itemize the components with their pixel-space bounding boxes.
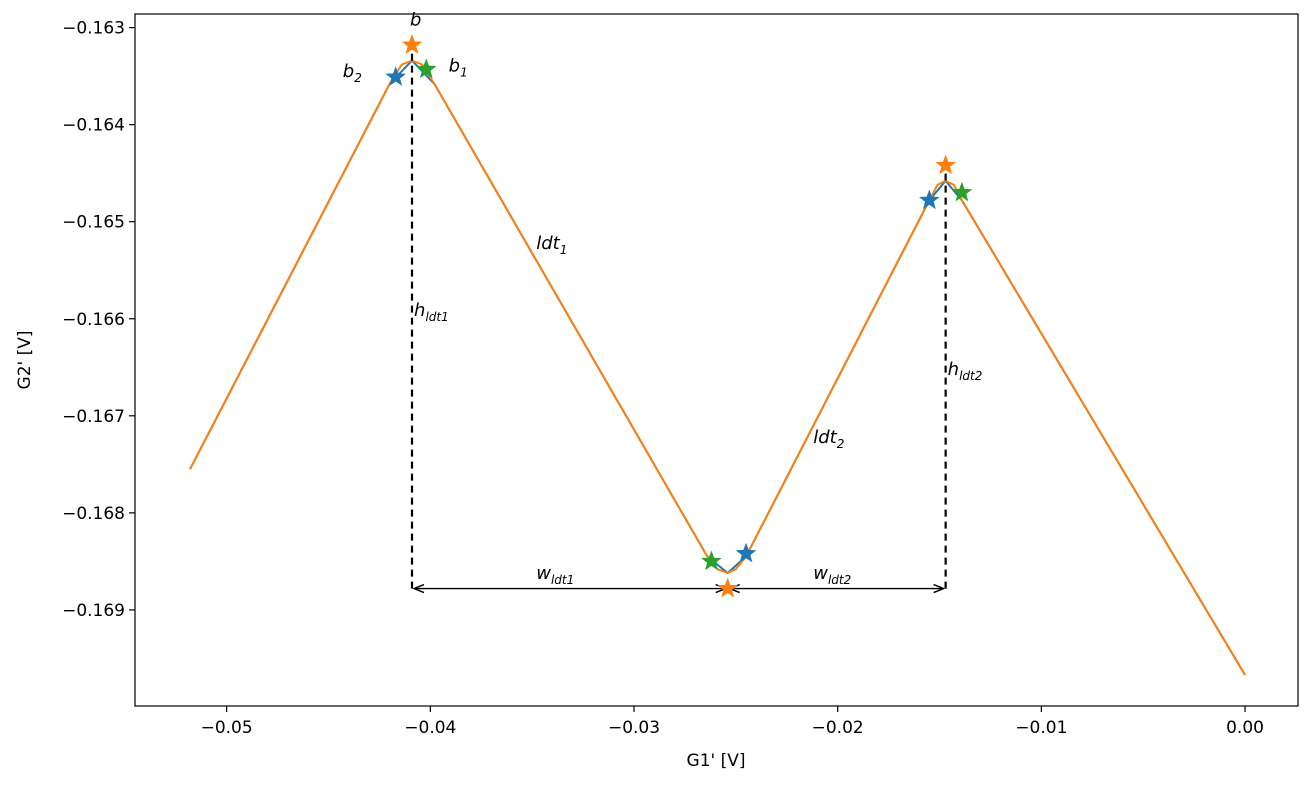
guides-layer — [410, 45, 947, 589]
star-marker — [717, 577, 739, 598]
markers-layer — [385, 34, 973, 598]
annotation-label: b1 — [449, 55, 468, 79]
x-tick-label: 0.00 — [1226, 718, 1264, 738]
star-marker — [701, 550, 722, 571]
y-tick-label: −0.168 — [62, 504, 125, 524]
annotation-label: ldt2 — [813, 427, 844, 451]
x-tick-label: −0.02 — [812, 718, 864, 738]
y-tick-label: −0.166 — [62, 310, 125, 330]
star-marker — [415, 58, 437, 79]
annotation-label: ldt1 — [536, 233, 567, 257]
annotations-layer: b b2 b1 ldt1 hldt1 hldt2 ldt2 wldt1 wldt2 — [343, 10, 983, 587]
annotation-label: b — [410, 10, 421, 31]
annotation-label: b2 — [343, 61, 362, 85]
x-tick-label: −0.01 — [1015, 718, 1067, 738]
y-tick-label: −0.163 — [62, 19, 125, 39]
x-tick-label: −0.05 — [201, 718, 253, 738]
x-axis-label: G1' [V] — [687, 751, 746, 771]
star-marker — [935, 154, 956, 175]
series-layer — [189, 59, 1246, 676]
star-marker — [919, 189, 940, 210]
y-tick-label: −0.169 — [62, 601, 125, 621]
y-axis-label: G2' [V] — [15, 331, 35, 390]
y-tick-label: −0.164 — [62, 116, 125, 136]
annotation-label: wldt2 — [813, 563, 851, 587]
star-marker — [401, 34, 423, 54]
annotation-label: wldt1 — [536, 563, 574, 587]
star-marker — [385, 66, 407, 86]
x-tick-label: −0.03 — [608, 718, 660, 738]
star-marker — [735, 542, 757, 563]
star-marker — [951, 181, 973, 202]
plot-area — [135, 14, 1298, 706]
y-tick-label: −0.165 — [62, 213, 125, 233]
x-tick-label: −0.04 — [404, 718, 456, 738]
y-axis: −0.163 −0.164 −0.165 −0.166 −0.167 −0.168 −0.1… — [62, 19, 135, 621]
annotation-label: hldt1 — [414, 300, 449, 324]
y-tick-label: −0.167 — [62, 407, 125, 427]
annotation-label: hldt2 — [948, 359, 983, 383]
series-line-2 — [189, 59, 1246, 676]
x-axis: −0.05 −0.04 −0.03 −0.02 −0.01 0.00 — [201, 706, 1264, 738]
plot-frame — [134, 13, 1299, 707]
